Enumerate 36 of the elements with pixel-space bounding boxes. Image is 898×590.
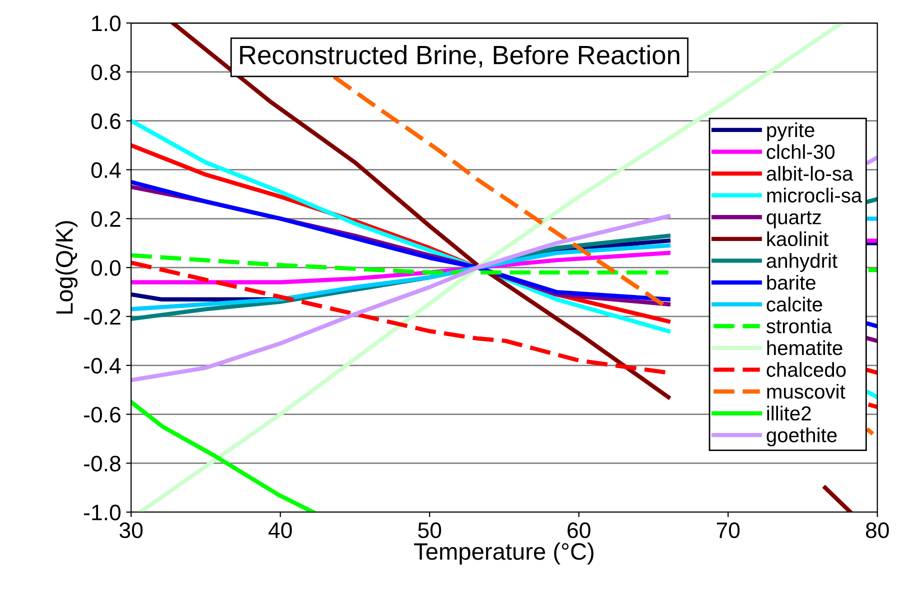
legend-label: quartz — [766, 211, 821, 228]
legend-label: albit-lo-sa — [766, 166, 854, 181]
y-tick-label: 0.8 — [91, 64, 120, 80]
y-axis-title: Log(Q/K) — [56, 221, 78, 314]
y-tick-label: 1.0 — [92, 16, 121, 32]
x-tick-label: 50 — [418, 522, 442, 538]
legend-label: goethite — [766, 428, 837, 446]
line-series — [131, 400, 316, 512]
legend-label: chalcedo — [766, 362, 846, 377]
x-tick-label: 60 — [568, 522, 590, 538]
legend-label: calcite — [766, 296, 822, 312]
y-tick-label: -0.6 — [84, 406, 120, 423]
legend-label: kaolinit — [767, 231, 828, 246]
y-tick-label: -1.0 — [84, 504, 121, 520]
y-tick-label: -0.4 — [84, 358, 121, 374]
x-tick-label: 40 — [268, 522, 292, 538]
legend-label: clchl-30 — [766, 144, 835, 159]
y-tick-label: -0.8 — [84, 456, 120, 472]
y-tick-label: 0.6 — [91, 113, 120, 130]
y-tick-label: 0.4 — [91, 162, 121, 178]
legend-label: illite2 — [767, 406, 811, 421]
y-tick-label: 0.2 — [91, 211, 120, 227]
legend-label: barite — [767, 274, 816, 290]
x-tick-label: 80 — [866, 522, 889, 538]
y-tick-label: -0.2 — [84, 309, 120, 325]
legend-label: microcli-sa — [767, 188, 862, 203]
y-tick-label: 0.0 — [91, 260, 121, 276]
legend-label: strontia — [766, 318, 832, 334]
x-tick-label: 70 — [716, 522, 740, 538]
legend-label: pyrite — [767, 122, 814, 142]
x-tick-label: 30 — [120, 522, 143, 538]
legend-label: anhydrit — [766, 253, 838, 272]
legend-label: hematite — [767, 340, 842, 356]
x-axis-title: Temperature (°C) — [414, 542, 594, 565]
text: Reconstructed Brine, Before Reaction — [240, 45, 680, 68]
legend-label: muscovit — [767, 384, 846, 399]
